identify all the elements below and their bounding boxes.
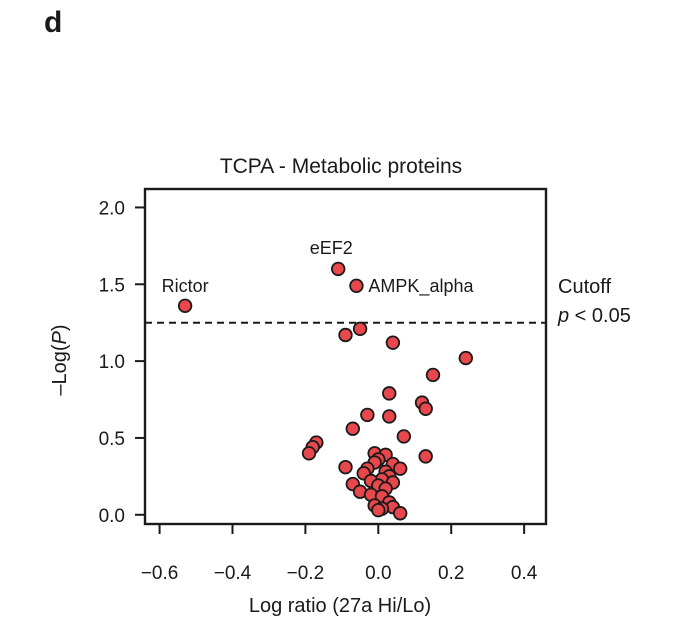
y-tick-label: 0.5 <box>99 429 125 450</box>
y-tick-label: 1.5 <box>99 275 125 296</box>
data-point <box>385 335 401 350</box>
data-point <box>360 407 375 423</box>
y-tick-label: 0.0 <box>99 506 125 527</box>
data-point <box>396 429 412 444</box>
data-point <box>418 449 433 464</box>
data-point <box>331 261 346 277</box>
data-point <box>338 327 353 343</box>
x-tick-label: 0.4 <box>511 563 538 584</box>
point-annotation: Rictor <box>162 276 209 296</box>
data-point <box>382 409 397 424</box>
data-point <box>338 459 353 475</box>
x-tick-label: 0.0 <box>365 563 391 584</box>
y-tick-label: 2.0 <box>99 198 125 219</box>
data-point <box>371 502 386 518</box>
data-point <box>458 350 474 366</box>
x-tick-label: 0.2 <box>438 563 464 584</box>
y-axis-label: –Log(P) <box>49 324 71 395</box>
data-point <box>418 401 433 416</box>
point-annotation: eEF2 <box>310 238 353 258</box>
data-point <box>392 461 408 476</box>
data-point <box>301 446 317 461</box>
x-axis-label: Log ratio (27a Hi/Lo) <box>249 595 431 617</box>
data-point <box>392 506 408 521</box>
data-point <box>352 321 368 337</box>
x-tick-label: −0.2 <box>287 563 325 584</box>
cutoff-label: Cutoff <box>558 276 611 298</box>
x-tick-label: −0.4 <box>214 563 252 584</box>
point-annotation: AMPK_alpha <box>368 276 474 297</box>
y-tick-label: 1.0 <box>99 352 125 373</box>
data-point <box>425 367 441 383</box>
data-point <box>345 421 360 436</box>
data-point <box>382 386 397 401</box>
data-point <box>349 278 364 294</box>
data-point <box>177 298 193 313</box>
plot-frame <box>143 187 548 526</box>
x-tick-label: −0.6 <box>141 563 179 584</box>
cutoff-threshold-label: p < 0.05 <box>557 305 631 327</box>
chart-title: TCPA - Metabolic proteins <box>220 155 462 178</box>
panel-letter: d <box>44 6 63 39</box>
